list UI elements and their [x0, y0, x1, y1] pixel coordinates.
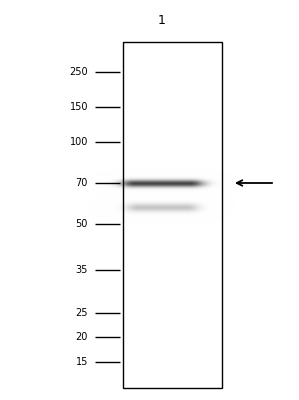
- Text: 100: 100: [70, 137, 88, 147]
- Bar: [123, 42, 222, 388]
- Text: 15: 15: [76, 357, 88, 367]
- Text: 150: 150: [69, 102, 88, 112]
- Text: 250: 250: [69, 67, 88, 77]
- Text: 25: 25: [76, 308, 88, 318]
- Text: 50: 50: [76, 219, 88, 229]
- Text: 70: 70: [76, 178, 88, 188]
- Text: 20: 20: [76, 332, 88, 342]
- Text: 35: 35: [76, 265, 88, 275]
- Text: 1: 1: [158, 14, 166, 26]
